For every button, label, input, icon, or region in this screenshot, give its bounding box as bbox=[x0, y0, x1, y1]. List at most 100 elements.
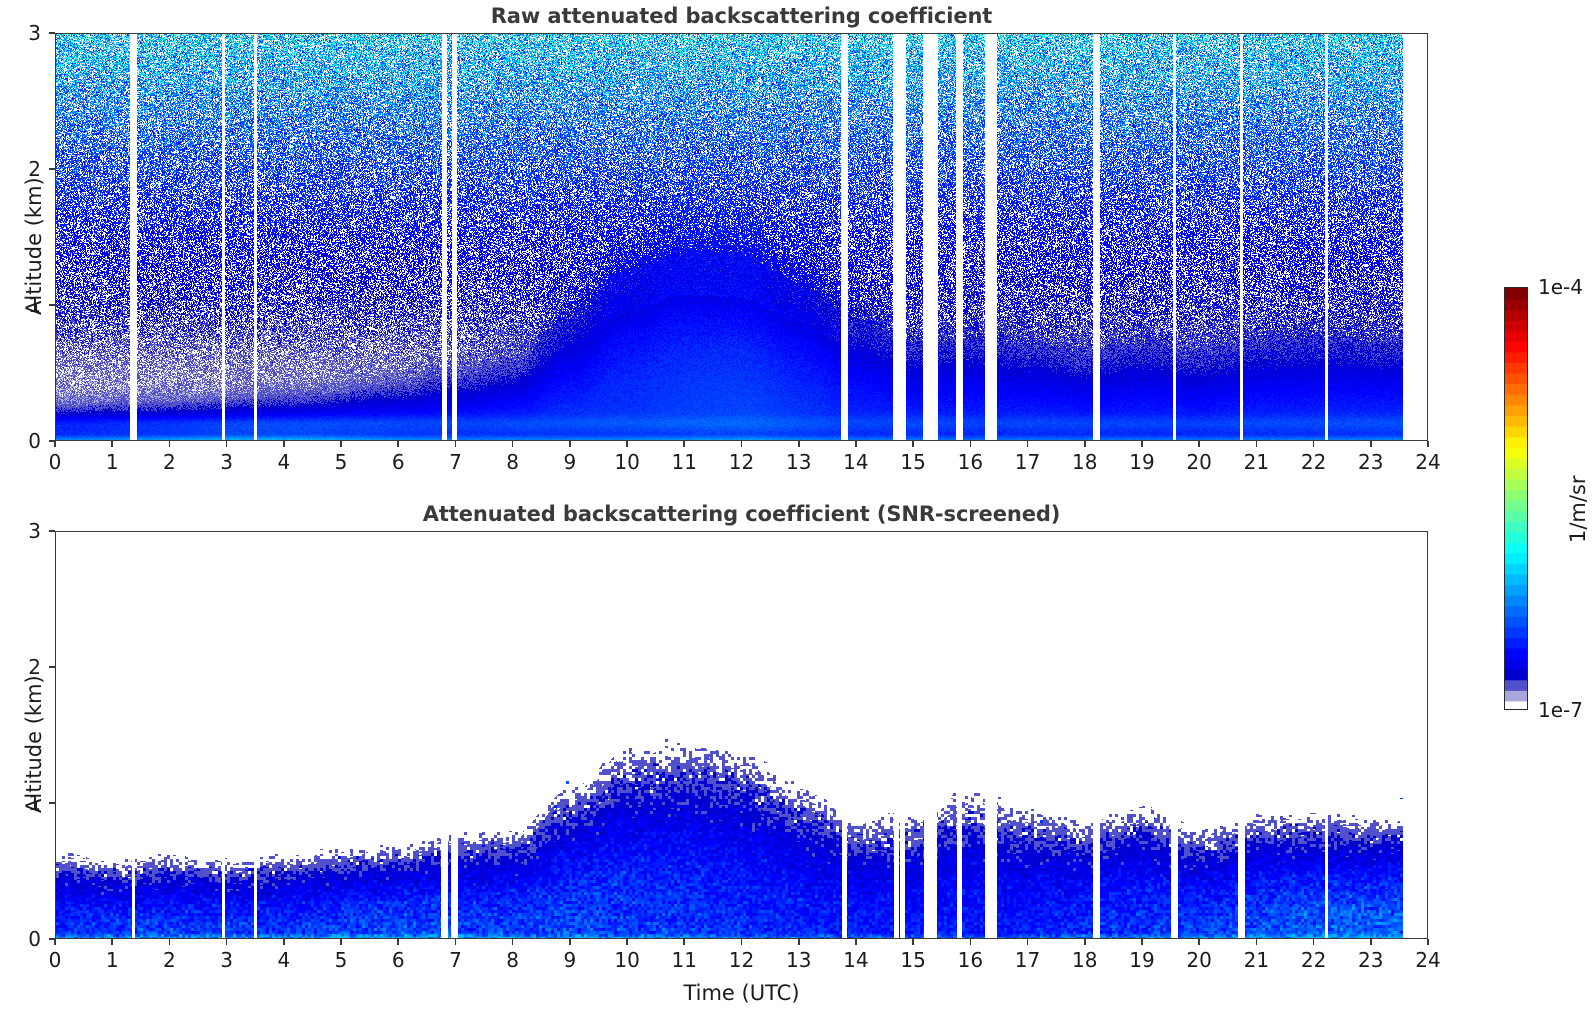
x-tick-label: 17 bbox=[1014, 450, 1041, 474]
y-tick-mark bbox=[49, 938, 55, 940]
x-tick-label: 12 bbox=[728, 450, 755, 474]
x-tick-mark bbox=[797, 939, 800, 945]
x-tick-mark bbox=[54, 939, 56, 945]
y-tick-label: 0 bbox=[28, 927, 41, 951]
x-tick-label: 13 bbox=[785, 450, 812, 474]
y-tick-mark bbox=[49, 802, 55, 804]
x-tick-label: 8 bbox=[506, 948, 520, 972]
x-tick-mark bbox=[1083, 939, 1086, 945]
x-tick-mark bbox=[454, 441, 457, 447]
x-tick-mark bbox=[912, 441, 914, 447]
x-tick-label: 15 bbox=[900, 948, 926, 972]
x-tick-label: 17 bbox=[1014, 948, 1041, 972]
x-tick-label: 15 bbox=[900, 450, 926, 474]
x-tick-mark bbox=[740, 441, 743, 447]
x-tick-mark bbox=[1026, 441, 1029, 447]
x-tick-mark bbox=[225, 441, 228, 447]
y-tick-label: 3 bbox=[28, 519, 41, 543]
panel-raw-plot-area[interactable] bbox=[55, 33, 1428, 441]
x-tick-mark bbox=[1083, 441, 1086, 447]
x-tick-label: 6 bbox=[391, 450, 405, 474]
x-tick-label: 11 bbox=[671, 948, 698, 972]
x-tick-label: 2 bbox=[163, 948, 176, 972]
x-tick-label: 7 bbox=[449, 450, 462, 474]
x-tick-mark bbox=[1369, 939, 1372, 945]
x-tick-label: 7 bbox=[449, 948, 462, 972]
x-tick-label: 23 bbox=[1358, 948, 1384, 972]
x-tick-mark bbox=[1198, 441, 1200, 447]
x-tick-mark bbox=[683, 441, 686, 447]
x-tick-label: 11 bbox=[671, 450, 698, 474]
x-tick-label: 12 bbox=[728, 948, 755, 972]
x-tick-mark bbox=[1427, 441, 1429, 447]
x-tick-mark bbox=[340, 441, 342, 447]
colorbar[interactable] bbox=[1504, 287, 1528, 710]
x-tick-label: 21 bbox=[1243, 450, 1270, 474]
x-tick-mark bbox=[1141, 441, 1143, 447]
y-tick-label: 0 bbox=[28, 429, 41, 453]
x-tick-label: 24 bbox=[1415, 450, 1441, 474]
x-tick-label: 8 bbox=[506, 450, 520, 474]
x-tick-label: 14 bbox=[843, 948, 869, 972]
x-tick-label: 22 bbox=[1300, 450, 1327, 474]
x-tick-label: 18 bbox=[1072, 948, 1098, 972]
colorbar-min-label: 1e-7 bbox=[1538, 698, 1583, 722]
x-tick-mark bbox=[454, 939, 457, 945]
x-tick-label: 13 bbox=[785, 948, 812, 972]
y-tick-label: 2 bbox=[28, 157, 41, 181]
x-tick-mark bbox=[569, 441, 571, 447]
x-tick-label: 14 bbox=[843, 450, 869, 474]
x-tick-mark bbox=[740, 939, 743, 945]
x-tick-label: 3 bbox=[220, 948, 233, 972]
x-tick-label: 10 bbox=[614, 948, 640, 972]
x-tick-mark bbox=[397, 939, 400, 945]
x-tick-label: 10 bbox=[614, 450, 640, 474]
x-tick-label: 4 bbox=[277, 450, 291, 474]
x-tick-label: 18 bbox=[1072, 450, 1098, 474]
x-tick-mark bbox=[855, 939, 857, 945]
x-tick-label: 6 bbox=[391, 948, 405, 972]
x-tick-mark bbox=[1255, 441, 1258, 447]
y-tick-label: 2 bbox=[28, 655, 41, 679]
x-tick-mark bbox=[797, 441, 800, 447]
x-tick-mark bbox=[969, 441, 972, 447]
y-tick-label: 1 bbox=[28, 293, 41, 317]
x-tick-label: 5 bbox=[334, 948, 348, 972]
panel-screened-y-axis-title: Altitude (km) bbox=[22, 675, 46, 813]
x-tick-mark bbox=[111, 939, 113, 945]
x-tick-label: 0 bbox=[48, 948, 62, 972]
x-tick-mark bbox=[855, 441, 857, 447]
x-tick-label: 21 bbox=[1243, 948, 1270, 972]
x-tick-mark bbox=[1312, 939, 1315, 945]
x-tick-label: 16 bbox=[957, 450, 984, 474]
panel-screened-plot-area[interactable] bbox=[55, 531, 1428, 939]
x-tick-mark bbox=[1026, 939, 1029, 945]
x-tick-mark bbox=[1312, 441, 1315, 447]
panel-raw-y-axis-title: Altitude (km) bbox=[22, 177, 46, 315]
x-tick-label: 4 bbox=[277, 948, 291, 972]
y-tick-mark bbox=[49, 530, 55, 532]
colorbar-gradient bbox=[1505, 288, 1527, 709]
x-tick-mark bbox=[569, 939, 571, 945]
x-tick-mark bbox=[626, 939, 628, 945]
x-tick-label: 22 bbox=[1300, 948, 1327, 972]
x-tick-mark bbox=[168, 441, 171, 447]
x-tick-mark bbox=[1369, 441, 1372, 447]
x-tick-label: 23 bbox=[1358, 450, 1384, 474]
x-tick-mark bbox=[340, 939, 342, 945]
x-tick-mark bbox=[511, 441, 514, 447]
x-tick-mark bbox=[626, 441, 628, 447]
x-tick-mark bbox=[54, 441, 56, 447]
x-tick-mark bbox=[283, 441, 285, 447]
y-tick-label: 1 bbox=[28, 791, 41, 815]
panel-raw-title: Raw attenuated backscattering coefficien… bbox=[490, 4, 993, 28]
x-tick-mark bbox=[912, 939, 914, 945]
colorbar-max-label: 1e-4 bbox=[1538, 275, 1583, 299]
x-tick-label: 20 bbox=[1186, 948, 1212, 972]
x-tick-mark bbox=[1255, 939, 1258, 945]
x-tick-mark bbox=[225, 939, 228, 945]
y-tick-mark bbox=[49, 440, 55, 442]
panel-raw-heatmap bbox=[56, 34, 1427, 440]
x-tick-label: 9 bbox=[563, 948, 577, 972]
x-tick-label: 19 bbox=[1129, 450, 1155, 474]
